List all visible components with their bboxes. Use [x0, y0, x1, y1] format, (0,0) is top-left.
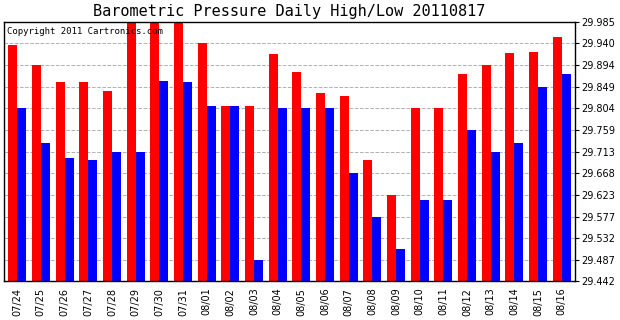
- Bar: [396, 249, 405, 282]
- Bar: [159, 81, 168, 282]
- Bar: [348, 173, 358, 282]
- Bar: [363, 160, 373, 282]
- Bar: [254, 260, 263, 282]
- Bar: [64, 158, 74, 282]
- Bar: [88, 160, 97, 282]
- Bar: [458, 74, 467, 282]
- Bar: [126, 22, 136, 282]
- Bar: [198, 43, 206, 282]
- Bar: [490, 152, 500, 282]
- Bar: [206, 106, 216, 282]
- Bar: [245, 106, 254, 282]
- Bar: [515, 143, 523, 282]
- Bar: [340, 96, 348, 282]
- Bar: [292, 72, 301, 282]
- Bar: [8, 45, 17, 282]
- Bar: [553, 37, 562, 282]
- Bar: [467, 130, 476, 282]
- Bar: [103, 91, 112, 282]
- Bar: [435, 108, 443, 282]
- Bar: [562, 74, 571, 282]
- Title: Barometric Pressure Daily High/Low 20110817: Barometric Pressure Daily High/Low 20110…: [93, 4, 485, 19]
- Bar: [538, 87, 547, 282]
- Bar: [443, 200, 453, 282]
- Bar: [150, 22, 159, 282]
- Bar: [420, 200, 428, 282]
- Bar: [17, 108, 26, 282]
- Text: Copyright 2011 Cartronics.com: Copyright 2011 Cartronics.com: [7, 27, 163, 36]
- Bar: [174, 22, 183, 282]
- Bar: [183, 83, 192, 282]
- Bar: [301, 108, 310, 282]
- Bar: [373, 217, 381, 282]
- Bar: [56, 83, 64, 282]
- Bar: [79, 83, 88, 282]
- Bar: [482, 65, 490, 282]
- Bar: [410, 108, 420, 282]
- Bar: [505, 53, 515, 282]
- Bar: [387, 195, 396, 282]
- Bar: [325, 108, 334, 282]
- Bar: [529, 52, 538, 282]
- Bar: [41, 143, 50, 282]
- Bar: [136, 152, 144, 282]
- Bar: [221, 106, 230, 282]
- Bar: [278, 108, 286, 282]
- Bar: [32, 65, 41, 282]
- Bar: [316, 93, 325, 282]
- Bar: [112, 152, 121, 282]
- Bar: [268, 54, 278, 282]
- Bar: [230, 106, 239, 282]
